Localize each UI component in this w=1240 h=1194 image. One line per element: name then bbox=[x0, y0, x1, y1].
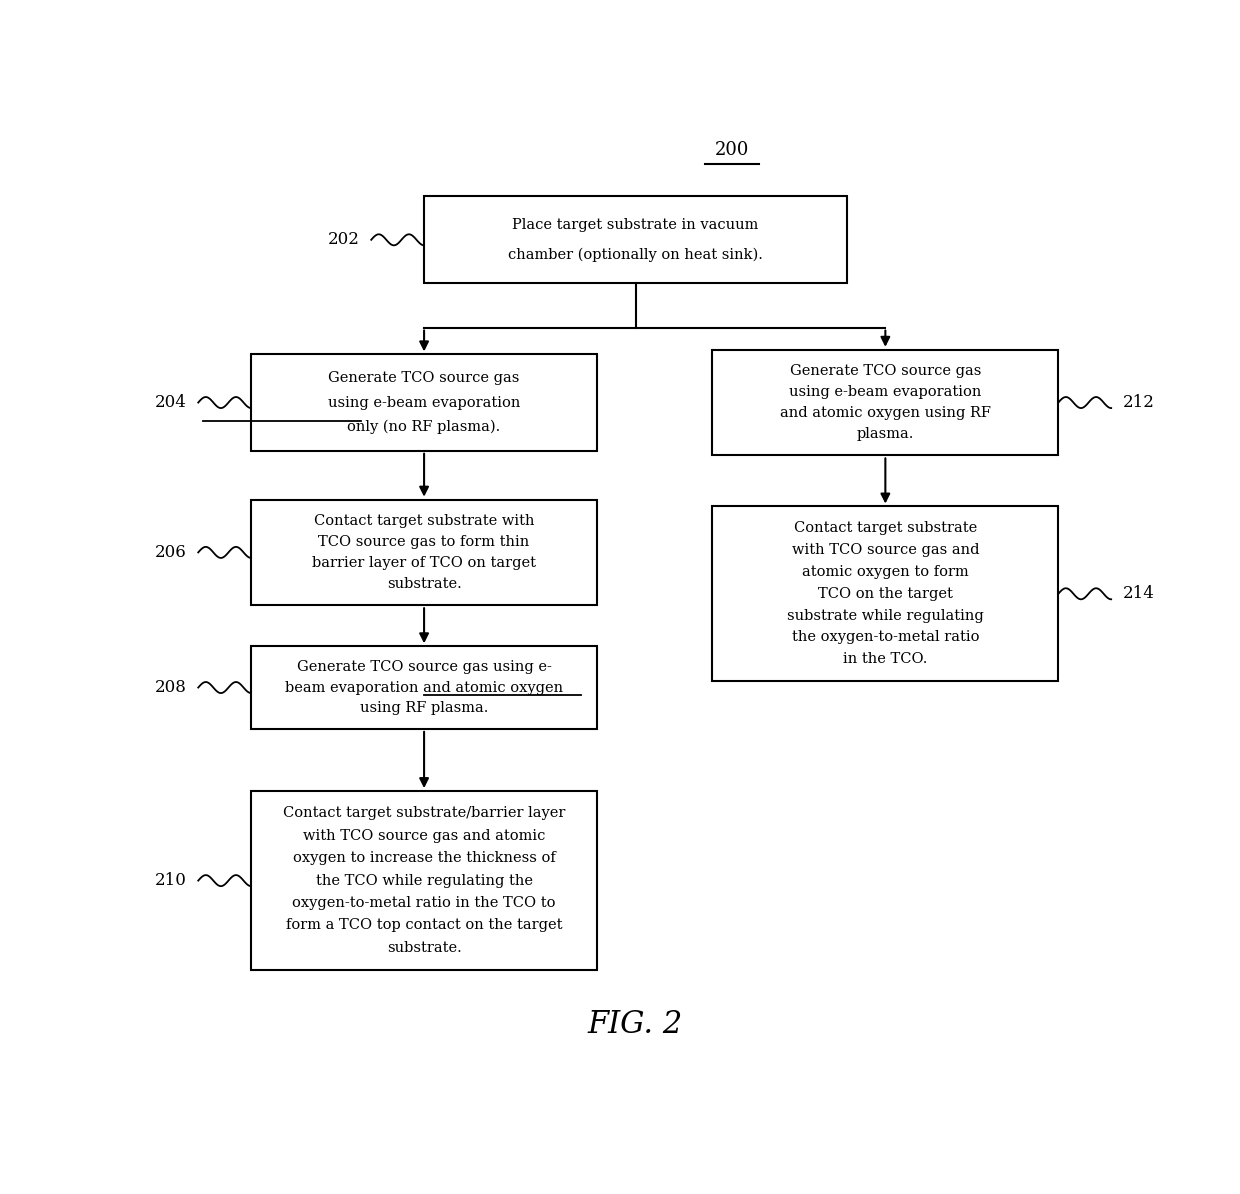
Bar bbox=[713, 506, 1059, 681]
Text: Contact target substrate with: Contact target substrate with bbox=[314, 513, 534, 528]
Text: Generate TCO source gas: Generate TCO source gas bbox=[329, 371, 520, 386]
Text: form a TCO top contact on the target: form a TCO top contact on the target bbox=[286, 918, 562, 933]
Text: 204: 204 bbox=[155, 394, 187, 411]
Text: 212: 212 bbox=[1122, 394, 1154, 411]
Text: only (no RF plasma).: only (no RF plasma). bbox=[347, 419, 501, 433]
Text: beam evaporation and atomic oxygen: beam evaporation and atomic oxygen bbox=[285, 681, 563, 695]
Text: plasma.: plasma. bbox=[857, 427, 914, 442]
Text: 202: 202 bbox=[327, 232, 360, 248]
Text: Contact target substrate/barrier layer: Contact target substrate/barrier layer bbox=[283, 806, 565, 820]
Text: the TCO while regulating the: the TCO while regulating the bbox=[316, 874, 533, 887]
Text: the oxygen-to-metal ratio: the oxygen-to-metal ratio bbox=[791, 630, 980, 645]
Text: FIG. 2: FIG. 2 bbox=[588, 1009, 683, 1040]
Text: Contact target substrate: Contact target substrate bbox=[794, 522, 977, 535]
Text: 208: 208 bbox=[155, 679, 187, 696]
Text: Generate TCO source gas: Generate TCO source gas bbox=[790, 364, 981, 377]
Text: Generate TCO source gas using e-: Generate TCO source gas using e- bbox=[296, 660, 552, 673]
Bar bbox=[713, 350, 1059, 455]
Text: barrier layer of TCO on target: barrier layer of TCO on target bbox=[312, 556, 536, 570]
Text: atomic oxygen to form: atomic oxygen to form bbox=[802, 565, 968, 579]
Bar bbox=[250, 790, 596, 971]
Text: oxygen to increase the thickness of: oxygen to increase the thickness of bbox=[293, 851, 556, 866]
Text: Place target substrate in vacuum: Place target substrate in vacuum bbox=[512, 219, 759, 233]
Text: substrate.: substrate. bbox=[387, 577, 461, 591]
Text: 200: 200 bbox=[714, 141, 749, 159]
Text: substrate.: substrate. bbox=[387, 941, 461, 955]
Text: TCO on the target: TCO on the target bbox=[818, 586, 952, 601]
Text: 210: 210 bbox=[155, 872, 187, 890]
Text: substrate while regulating: substrate while regulating bbox=[787, 609, 983, 622]
Bar bbox=[250, 499, 596, 605]
Bar bbox=[250, 646, 596, 728]
Text: using e-beam evaporation: using e-beam evaporation bbox=[327, 395, 521, 410]
Text: 206: 206 bbox=[155, 544, 187, 561]
Text: with TCO source gas and atomic: with TCO source gas and atomic bbox=[303, 829, 546, 843]
Text: and atomic oxygen using RF: and atomic oxygen using RF bbox=[780, 406, 991, 420]
Bar bbox=[250, 355, 596, 451]
Text: chamber (optionally on heat sink).: chamber (optionally on heat sink). bbox=[508, 247, 763, 261]
Text: using e-beam evaporation: using e-beam evaporation bbox=[789, 384, 982, 399]
Text: oxygen-to-metal ratio in the TCO to: oxygen-to-metal ratio in the TCO to bbox=[293, 896, 556, 910]
Text: 214: 214 bbox=[1122, 585, 1154, 602]
Text: using RF plasma.: using RF plasma. bbox=[360, 701, 489, 715]
Bar bbox=[424, 196, 847, 283]
Text: with TCO source gas and: with TCO source gas and bbox=[791, 543, 980, 558]
Text: in the TCO.: in the TCO. bbox=[843, 652, 928, 666]
Text: TCO source gas to form thin: TCO source gas to form thin bbox=[319, 535, 529, 549]
